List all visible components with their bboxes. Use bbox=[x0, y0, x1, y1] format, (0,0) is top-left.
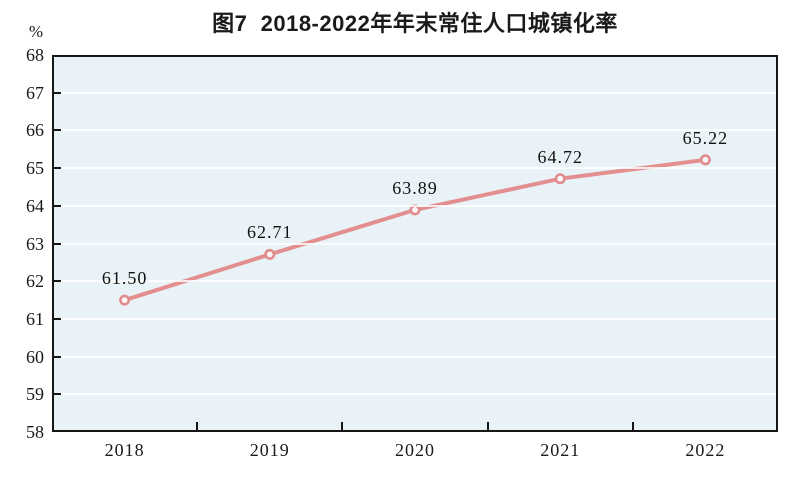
y-axis-tick-label: 67 bbox=[26, 82, 44, 103]
y-gridline bbox=[54, 204, 776, 207]
y-gridline bbox=[54, 280, 776, 283]
data-point-label: 65.22 bbox=[682, 127, 729, 148]
x-axis-tick-label: 2022 bbox=[685, 440, 726, 460]
chart-title: 图7 2018-2022年年末常住人口城镇化率 bbox=[212, 11, 618, 36]
y-gridline bbox=[54, 167, 776, 170]
data-point-marker bbox=[699, 154, 711, 166]
y-axis-tick-label: 62 bbox=[26, 271, 44, 292]
y-axis-tick bbox=[54, 317, 61, 320]
y-gridline bbox=[54, 242, 776, 245]
y-axis-tick bbox=[54, 129, 61, 132]
y-axis-tick bbox=[54, 242, 61, 245]
y-axis-tick-label: 61 bbox=[26, 308, 44, 329]
data-point-label: 63.89 bbox=[392, 177, 438, 198]
y-axis-tick-label: 63 bbox=[26, 233, 44, 254]
y-gridline bbox=[54, 91, 776, 94]
data-point-label: 61.50 bbox=[101, 268, 148, 289]
x-axis-tick bbox=[196, 422, 199, 430]
y-axis-tick-label: 68 bbox=[26, 45, 44, 65]
y-gridline bbox=[54, 393, 776, 396]
y-axis-tick bbox=[54, 167, 61, 170]
y-axis-tick bbox=[54, 280, 61, 283]
y-axis-tick bbox=[54, 393, 61, 396]
x-axis-tick-label: 2018 bbox=[104, 440, 145, 460]
data-point-marker bbox=[119, 294, 131, 306]
y-axis-tick bbox=[54, 355, 61, 358]
x-axis-tick-label: 2020 bbox=[395, 440, 435, 460]
x-axis-tick bbox=[486, 422, 489, 430]
data-point-label: 64.72 bbox=[537, 146, 583, 167]
y-gridline bbox=[54, 317, 776, 320]
x-axis-tick bbox=[631, 422, 634, 430]
y-axis-tick-label: 60 bbox=[26, 346, 44, 367]
y-gridline bbox=[54, 129, 776, 132]
y-axis-tick-label: 58 bbox=[26, 422, 44, 442]
y-axis-unit-label: % bbox=[28, 22, 44, 41]
y-axis-tick-label: 66 bbox=[26, 120, 44, 141]
data-point-label: 62.71 bbox=[247, 222, 293, 243]
data-point-marker bbox=[554, 173, 566, 185]
x-axis-tick-label: 2021 bbox=[540, 440, 581, 460]
y-axis-tick bbox=[54, 204, 61, 207]
data-point-marker bbox=[264, 248, 276, 260]
x-axis-tick-label: 2019 bbox=[249, 440, 290, 460]
x-axis-tick bbox=[341, 422, 344, 430]
data-point-marker bbox=[409, 204, 421, 216]
y-axis-tick-label: 59 bbox=[26, 384, 44, 405]
y-axis-tick bbox=[54, 91, 61, 94]
y-gridline bbox=[54, 355, 776, 358]
y-axis-tick-label: 64 bbox=[26, 195, 44, 216]
y-axis-tick-label: 65 bbox=[26, 158, 44, 179]
